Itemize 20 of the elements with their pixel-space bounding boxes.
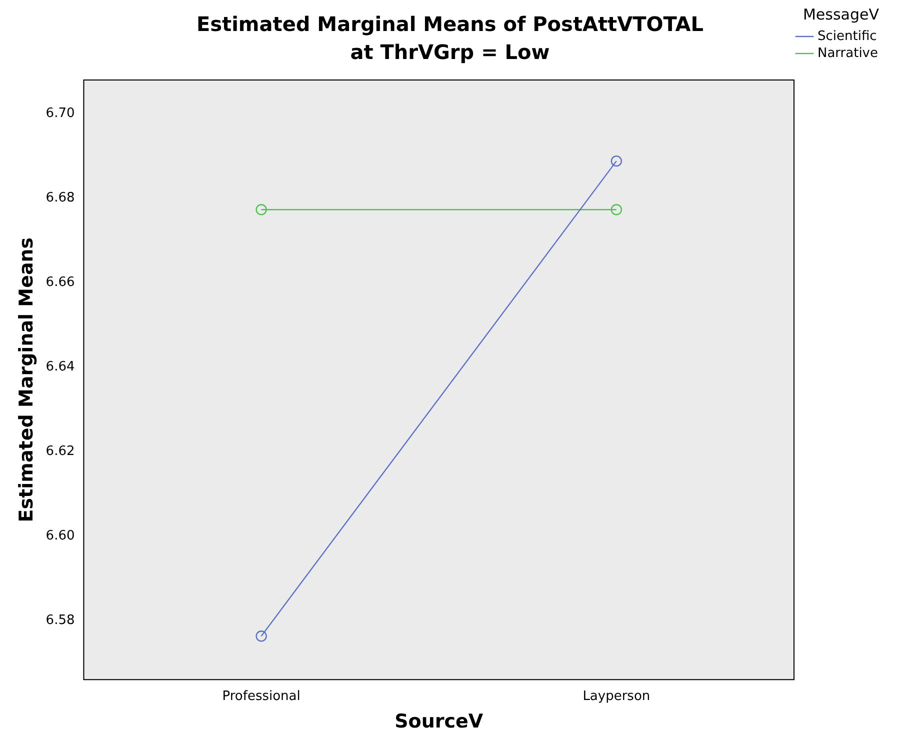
x-tick-label: Layperson [582,688,650,704]
y-tick-label: 6.68 [46,190,75,206]
y-tick-label: 6.66 [46,275,75,290]
y-tick-label: 6.64 [46,360,75,375]
chart-title: Estimated Marginal Means of PostAttVTOTAL [196,12,704,36]
point [256,204,267,216]
legend-label: Narrative [817,46,878,61]
point [610,155,622,167]
x-tick-label: Professional [222,688,300,704]
point [610,204,622,216]
y-tick-label: 6.62 [46,444,75,459]
legend-label: Scientific [817,28,877,44]
y-tick-label: 6.58 [46,612,75,628]
y-tick-label: 6.60 [46,528,75,544]
legend-title: MessageV [802,5,880,24]
x-axis-title: SourceV [394,710,484,733]
y-tick-label: 6.70 [46,106,75,122]
point [256,630,267,642]
y-axis-title: Estimated Marginal Means [15,237,38,522]
chart-subtitle: at ThrVGrp = Low [350,40,550,64]
